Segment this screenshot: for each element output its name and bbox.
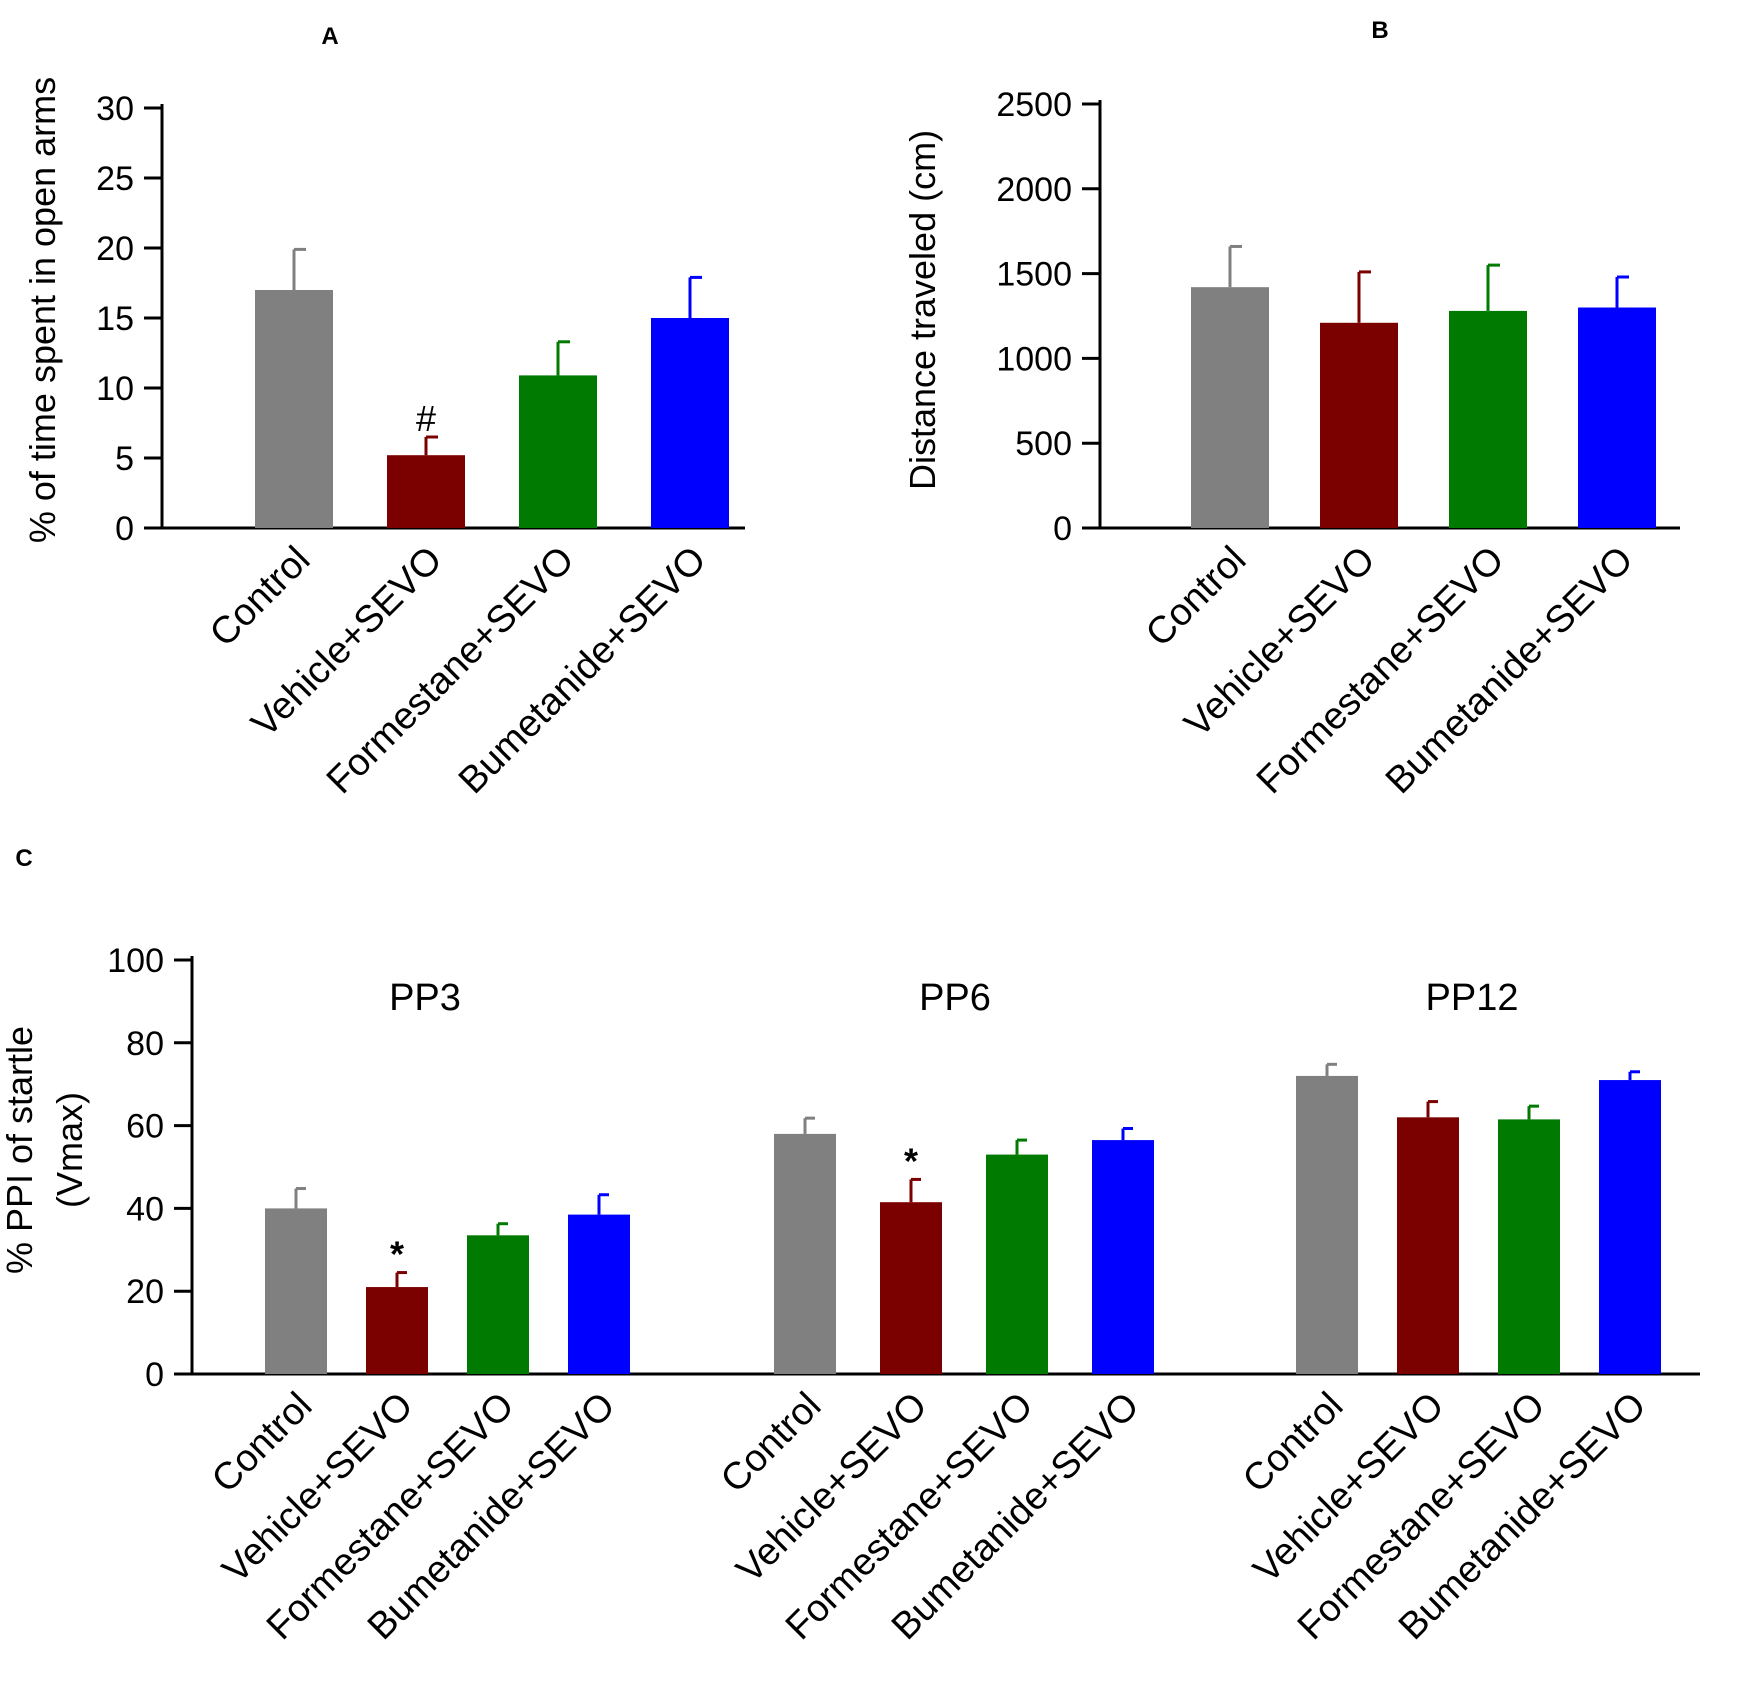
panel-c-pp6-control-bar: [774, 1133, 836, 1374]
panel-a-y-tick-label: 20: [96, 230, 134, 268]
panel-a-control-bar: [255, 290, 333, 528]
panel-c-group-title-pp12: PP12: [1426, 977, 1519, 1019]
panel-c-pp6-formestane-sevo-bar: [986, 1154, 1048, 1374]
panel-a-category-labels: ControlVehicle+SEVOFormestane+SEVOBumeta…: [202, 539, 714, 802]
panel-a-formestane-sevo-bar: [519, 375, 597, 528]
panel-b-bumetanide-sevo-bar: [1578, 307, 1656, 528]
panel-c-bars: PP3 * PP6 * PP12: [265, 977, 1661, 1374]
panel-c-axes: 0 20 40 60 80 100: [107, 942, 1700, 1394]
panel-c-y-tick-label: 100: [107, 942, 164, 980]
panel-a-y-tick-label: 5: [115, 440, 134, 478]
panel-c-pp12-vehicle-sevo-bar: [1397, 1117, 1459, 1374]
panel-c-pp12-control-bar: [1296, 1075, 1358, 1374]
panel-c-category-labels: ControlVehicle+SEVOFormestane+SEVOBumeta…: [204, 1385, 1654, 1648]
panel-c: C % PPI of startle (Vmax) 0 20 40 60 80 100 P…: [0, 845, 1700, 1648]
panel-b-bumetanide-sevo-category-label: Bumetanide+SEVO: [1378, 539, 1641, 802]
panel-c-y-tick-label: 20: [126, 1273, 164, 1311]
panel-c-y-axis-title-line2: (Vmax): [49, 1092, 90, 1208]
panel-b-label: B: [1371, 17, 1388, 44]
panel-c-pp12-bumetanide-sevo-bar: [1599, 1080, 1661, 1374]
panel-c-y-axis-title-line1: % PPI of startle: [0, 1026, 40, 1274]
panel-a-y-tick-label: 30: [96, 90, 134, 128]
panel-b-y-tick-label: 500: [1015, 425, 1072, 463]
panel-c-pp12-formestane-sevo-bar: [1498, 1119, 1560, 1374]
panel-b-category-labels: ControlVehicle+SEVOFormestane+SEVOBumeta…: [1138, 539, 1641, 802]
panel-b-y-tick-label: 2500: [996, 86, 1072, 124]
panel-a: A % of time spent in open arms 0 5 10 15 20 2…: [22, 23, 745, 802]
panel-c-y-tick-label: 80: [126, 1025, 164, 1063]
panel-c-pp3-vehicle-sevo-bar: [366, 1287, 428, 1374]
panel-a-y-axis-title: % of time spent in open arms: [22, 77, 63, 543]
panel-b-y-tick-label: 0: [1053, 510, 1072, 548]
panel-c-group-title-pp3: PP3: [389, 977, 461, 1019]
panel-c-label: C: [15, 845, 32, 872]
panel-a-vehicle-sevo-bar: [387, 455, 465, 528]
panel-c-pp3-bumetanide-sevo-bar: [568, 1214, 630, 1374]
panel-c-y-tick-label: 0: [145, 1356, 164, 1394]
panel-b-axes: 0 500 1000 1500 2000 2500: [996, 86, 1680, 548]
panel-a-y-tick-label: 10: [96, 370, 134, 408]
panel-b-y-axis-title: Distance traveled (cm): [902, 130, 943, 490]
panel-c-y-tick-label: 40: [126, 1190, 164, 1228]
panel-a-y-tick-label: 25: [96, 160, 134, 198]
panel-c-pp6-vehicle-sevo-category-label: Vehicle+SEVO: [729, 1385, 936, 1592]
panel-a-y-tick-label: 0: [115, 510, 134, 548]
panel-c-pp3-control-bar: [265, 1208, 327, 1374]
panel-b-control-bar: [1191, 287, 1269, 528]
panel-b-formestane-sevo-category-label: Formestane+SEVO: [1249, 539, 1512, 802]
panel-c-pp3-vehicle-sevo-significance-mark: *: [390, 1234, 404, 1275]
panel-c-pp3-formestane-sevo-bar: [467, 1235, 529, 1374]
panel-b-y-tick-label: 1000: [996, 340, 1072, 378]
panel-a-bumetanide-sevo-category-label: Bumetanide+SEVO: [451, 539, 714, 802]
panel-c-group-title-pp6: PP6: [919, 977, 991, 1019]
panel-a-vehicle-sevo-significance-mark: #: [416, 398, 436, 439]
panel-a-control-category-label: Control: [202, 539, 318, 655]
panel-c-y-tick-label: 60: [126, 1108, 164, 1146]
panel-b-control-category-label: Control: [1138, 539, 1254, 655]
panel-a-label: A: [321, 23, 338, 50]
panel-a-bumetanide-sevo-bar: [651, 318, 729, 528]
panel-b-formestane-sevo-bar: [1449, 310, 1527, 528]
panel-c-pp6-bumetanide-sevo-bar: [1092, 1140, 1154, 1374]
panel-b-vehicle-sevo-bar: [1320, 322, 1398, 528]
panel-a-formestane-sevo-category-label: Formestane+SEVO: [319, 539, 582, 802]
panel-a-y-tick-label: 15: [96, 300, 134, 338]
panel-b: B Distance traveled (cm) 0 500 1000 1500 200…: [902, 17, 1680, 802]
panel-c-pp6-vehicle-sevo-bar: [880, 1202, 942, 1374]
panel-a-bars: #: [255, 247, 729, 528]
panel-b-y-tick-label: 1500: [996, 256, 1072, 294]
panel-b-y-tick-label: 2000: [996, 171, 1072, 209]
panel-b-bars: [1191, 244, 1656, 528]
panel-c-pp6-vehicle-sevo-significance-mark: *: [904, 1140, 918, 1181]
panel-a-axes: 0 5 10 15 20 25 30: [96, 90, 745, 548]
